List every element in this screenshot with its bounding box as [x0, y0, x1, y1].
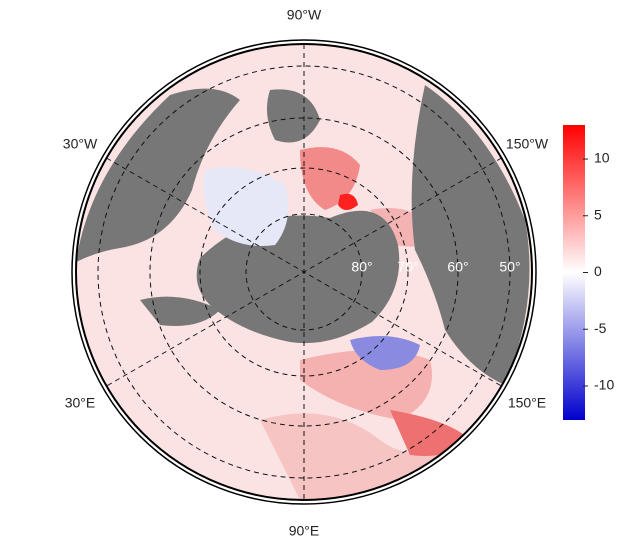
ocean: [76, 88, 240, 262]
parallel: [97, 65, 511, 479]
ocean: [411, 85, 530, 385]
latitude-label: 60°: [447, 259, 468, 275]
colorbar-tick-label: -5: [594, 320, 607, 336]
meridian-label: 90°W: [287, 7, 322, 23]
meridian: [106, 157, 502, 387]
parallel: [149, 117, 459, 427]
colorbar-ticks: 10 5 0 -5 -10: [583, 150, 614, 393]
colorbar-tick-label: -10: [594, 377, 614, 393]
land-data: [338, 193, 358, 210]
colorbar-tick-label: 0: [594, 263, 602, 279]
colorbar: [563, 125, 585, 420]
meridian-label: 30°E: [65, 395, 96, 411]
ocean: [266, 89, 320, 143]
latitude-label: 50°: [499, 259, 520, 275]
colorbar-tick-label: 5: [594, 206, 602, 222]
parallel: [199, 167, 409, 377]
land-data: [350, 336, 420, 370]
parallel: [245, 213, 363, 331]
ocean: [140, 296, 220, 326]
map-border: [75, 43, 533, 501]
land-data: [390, 410, 470, 456]
graticule: [97, 44, 511, 500]
map-border: [71, 39, 537, 505]
meridian-label: 90°E: [289, 523, 320, 539]
map-body: [76, 44, 532, 500]
meridian-label: 30°W: [63, 136, 98, 152]
latitude-label: 70°: [397, 259, 418, 275]
meridian-label: 150°E: [508, 395, 546, 411]
meridian-label: 150°W: [506, 136, 549, 152]
latitude-label: 80°: [351, 259, 372, 275]
colorbar-tick-label: 10: [594, 150, 610, 166]
